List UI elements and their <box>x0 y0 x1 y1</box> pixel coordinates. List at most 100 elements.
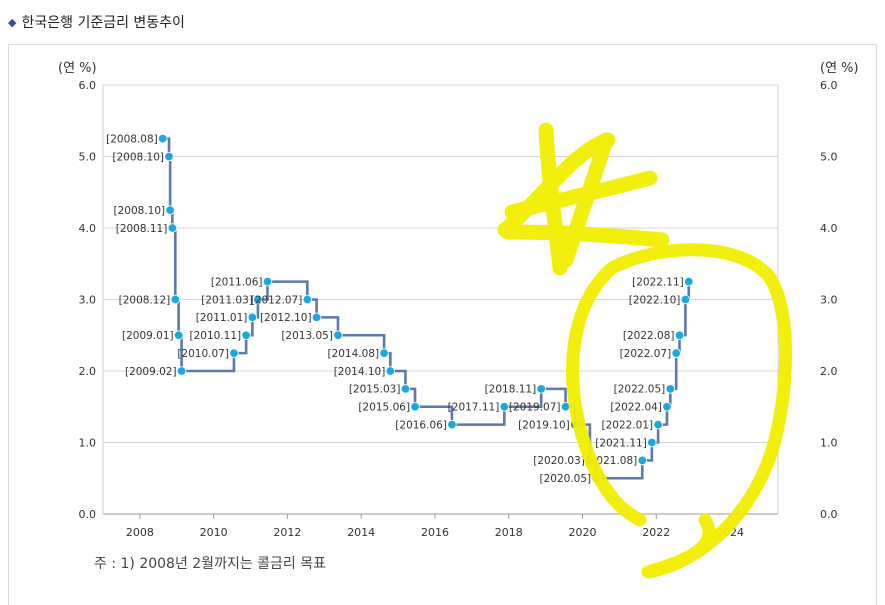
title-text: 한국은행 기준금리 변동추이 <box>21 15 185 31</box>
data-point[interactable] <box>674 330 685 340</box>
data-point[interactable] <box>241 330 251 340</box>
data-label: [2022.11] <box>632 276 684 288</box>
data-label: [2016.06] <box>395 419 447 431</box>
data-point[interactable] <box>229 348 239 358</box>
data-markers <box>158 133 694 483</box>
data-label: [2008.12] <box>119 294 171 306</box>
data-label: [2011.06] <box>211 276 263 288</box>
data-point[interactable] <box>302 294 313 305</box>
y-tick-label-left: 2.0 <box>79 365 97 378</box>
data-label: [2009.01] <box>122 330 174 342</box>
data-label: [2022.10] <box>629 294 681 306</box>
data-labels: [2008.08] [2008.10] [2008.10] [2008.11] [200… <box>106 133 684 485</box>
data-label: [2008.11] <box>116 223 168 235</box>
x-tick-label: 2016 <box>421 526 449 539</box>
x-tick-label: 2018 <box>495 526 523 539</box>
y-tick-label-left: 5.0 <box>79 151 97 164</box>
y-tick-label-left: 3.0 <box>79 294 97 307</box>
y-tick-label-right: 5.0 <box>820 151 838 164</box>
x-tick-label: 2012 <box>273 526 301 539</box>
data-point[interactable] <box>167 223 178 233</box>
data-point[interactable] <box>653 419 663 430</box>
data-label: [2019.10] <box>518 419 570 431</box>
data-point[interactable] <box>680 294 691 305</box>
data-point[interactable] <box>536 384 546 394</box>
data-point[interactable] <box>385 366 396 376</box>
data-point[interactable] <box>173 330 184 340</box>
y-tick-label-right: 0.0 <box>820 508 838 521</box>
y-tick-label-left: 6.0 <box>79 79 97 92</box>
data-label: [2022.08] <box>623 330 675 342</box>
data-point[interactable] <box>671 348 681 358</box>
chart-frame <box>8 44 877 605</box>
data-point[interactable] <box>665 384 675 394</box>
data-label: [2011.01] <box>196 312 248 324</box>
data-label: [2022.01] <box>601 419 653 431</box>
y-tick-label-right: 1.0 <box>820 437 838 450</box>
data-label: [2015.06] <box>358 402 410 414</box>
y-axis-unit-left: (연 %) <box>58 61 97 76</box>
data-label: [2022.07] <box>620 348 672 360</box>
data-label: [2009.02] <box>125 366 177 378</box>
data-label: [2008.10] <box>114 205 166 217</box>
y-tick-labels-left: 0.0 1.0 2.0 3.0 4.0 5.0 6.0 <box>79 79 97 521</box>
x-tick-label: 2010 <box>200 526 228 539</box>
data-label: [2012.10] <box>260 312 312 324</box>
yellow-circle-annotation <box>566 243 792 579</box>
data-point[interactable] <box>311 312 322 323</box>
data-label: [2017.11] <box>448 402 500 414</box>
data-label: [2020.05] <box>540 473 592 485</box>
data-label: [2011.03] <box>201 294 253 306</box>
data-point[interactable] <box>247 312 258 323</box>
y-tick-label-right: 6.0 <box>820 79 838 92</box>
data-point[interactable] <box>262 276 273 287</box>
data-label: [2022.05] <box>614 384 666 396</box>
data-point[interactable] <box>447 419 457 430</box>
y-tick-label-left: 1.0 <box>79 437 97 450</box>
footnote: 주 : 1) 2008년 2월까지는 콜금리 목표 <box>94 556 327 572</box>
data-point[interactable] <box>400 384 411 394</box>
data-point[interactable] <box>333 330 343 340</box>
data-label: [2008.08] <box>106 133 158 145</box>
y-tick-label-left: 4.0 <box>79 222 97 235</box>
data-label: [2013.05] <box>281 330 333 342</box>
y-tick-label-left: 0.0 <box>79 508 97 521</box>
data-label: [2014.08] <box>327 348 379 360</box>
x-tick-label: 2020 <box>569 526 597 539</box>
data-label: [2020.03] <box>533 455 585 467</box>
data-label: [2014.10] <box>334 366 386 378</box>
data-label: [2008.10] <box>112 151 164 163</box>
yellow-star-annotation <box>497 122 670 276</box>
x-tick-label: 2022 <box>642 526 670 539</box>
x-tick-labels: 2008 2010 2012 2014 2016 2018 2020 2022 2024 <box>126 526 744 539</box>
data-point[interactable] <box>165 205 175 215</box>
data-label: [2018.11] <box>485 384 537 396</box>
data-label: [2010.11] <box>189 330 241 342</box>
diamond-bullet-icon: ◆ <box>8 16 17 29</box>
y-axis-unit-right: (연 %) <box>820 61 859 76</box>
data-label: [2022.04] <box>610 402 662 414</box>
data-point[interactable] <box>662 402 672 412</box>
data-label: [2012.07] <box>251 294 303 306</box>
data-label: [2019.07] <box>509 402 561 414</box>
data-point[interactable] <box>684 276 694 287</box>
data-point[interactable] <box>158 133 168 144</box>
data-point[interactable] <box>637 455 647 466</box>
data-point[interactable] <box>647 437 657 448</box>
data-label: [2021.11] <box>595 437 647 449</box>
data-point[interactable] <box>253 294 263 305</box>
y-tick-label-right: 4.0 <box>820 222 838 235</box>
data-point[interactable] <box>410 402 420 412</box>
data-point[interactable] <box>379 348 389 358</box>
y-tick-label-right: 3.0 <box>820 294 838 307</box>
y-tick-label-right: 2.0 <box>820 365 838 378</box>
x-tick-label: 2008 <box>126 526 154 539</box>
data-label: [2010.07] <box>177 348 229 360</box>
data-point[interactable] <box>499 402 510 412</box>
data-point[interactable] <box>164 151 174 162</box>
x-tick-label: 2014 <box>347 526 375 539</box>
page-title: ◆ 한국은행 기준금리 변동추이 <box>8 12 185 32</box>
data-point[interactable] <box>170 294 180 305</box>
data-point[interactable] <box>176 366 187 376</box>
